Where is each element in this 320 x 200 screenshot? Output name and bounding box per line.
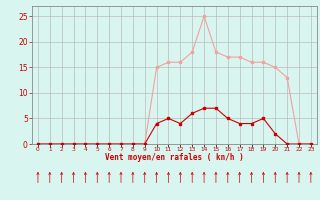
X-axis label: Vent moyen/en rafales ( kn/h ): Vent moyen/en rafales ( kn/h ) — [105, 153, 244, 162]
